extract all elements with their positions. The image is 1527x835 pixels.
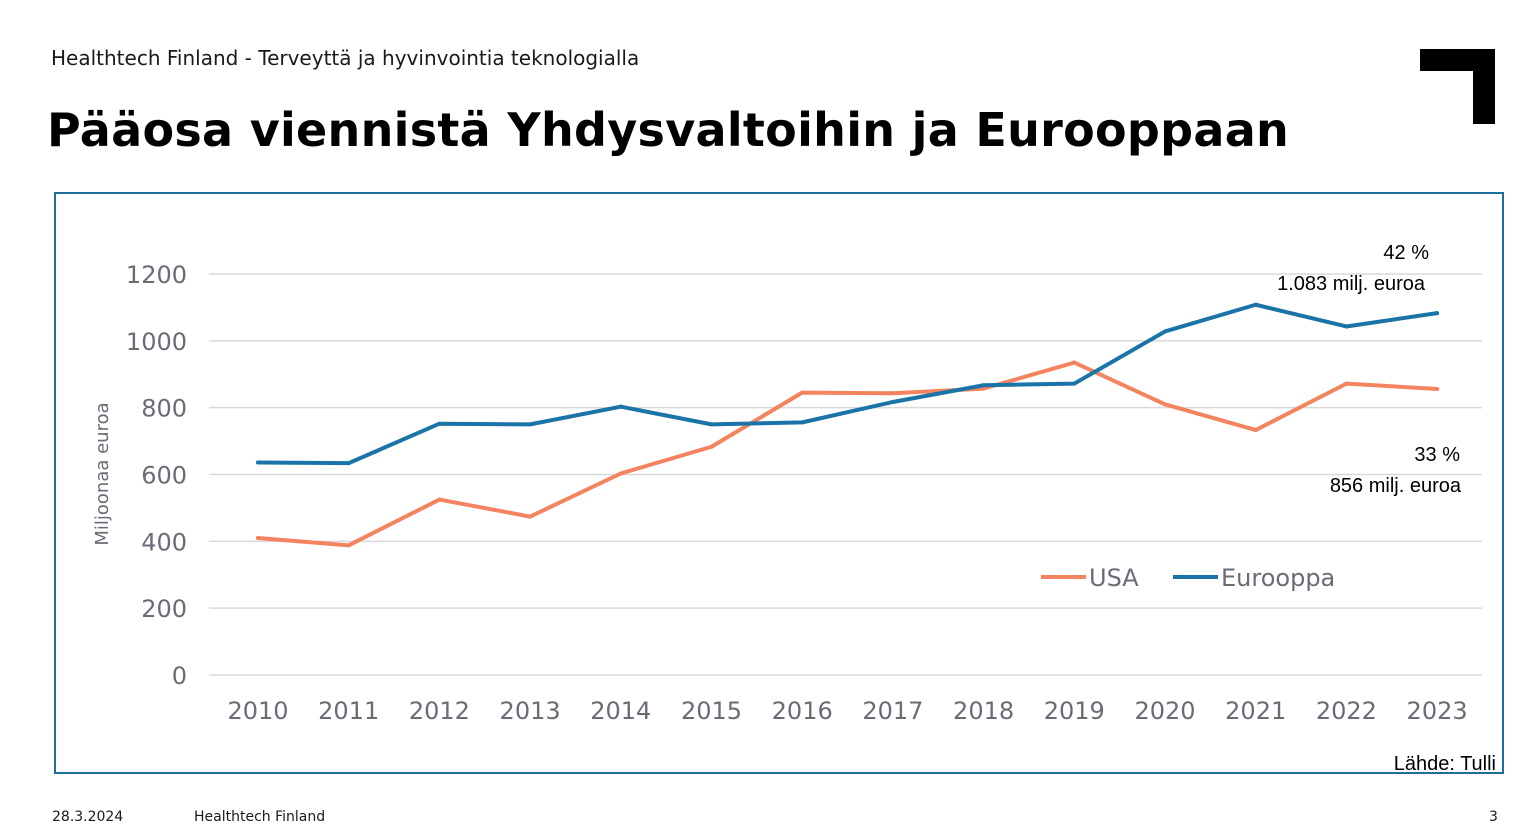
point-eurooppa-2012 — [437, 421, 442, 426]
point-eurooppa-2019 — [1072, 381, 1077, 386]
y-tick-600: 600 — [141, 462, 187, 490]
point-eurooppa-2022 — [1344, 324, 1349, 329]
point-eurooppa-2016 — [800, 420, 805, 425]
point-usa-2010 — [256, 535, 260, 540]
series-usa — [256, 360, 1440, 548]
point-eurooppa-2018 — [981, 383, 986, 388]
point-usa-2023 — [1435, 386, 1440, 391]
x-tick-2017: 2017 — [862, 697, 923, 725]
chart-frame: 0 200 400 600 800 1000 1200 2010 2011 2012 2013 20… — [54, 192, 1504, 775]
y-tick-1200: 1200 — [126, 261, 187, 289]
point-usa-2021 — [1253, 428, 1258, 433]
footer-organization: Healthtech Finland — [194, 809, 326, 825]
legend: USA Eurooppa — [1041, 564, 1335, 592]
x-tick-2022: 2022 — [1316, 697, 1377, 725]
point-eurooppa-2014 — [618, 404, 623, 409]
point-eurooppa-2021 — [1253, 302, 1258, 307]
x-tick-2016: 2016 — [772, 697, 833, 725]
annotation-eurooppa-value: 1.083 milj. euroa — [1277, 273, 1426, 295]
y-tick-800: 800 — [141, 395, 187, 423]
point-usa-2016 — [800, 390, 805, 395]
x-tick-2021: 2021 — [1225, 697, 1286, 725]
x-tick-labels: 2010 2011 2012 2013 2014 2015 2016 2017 2018 2019… — [227, 697, 1467, 725]
annotation-eurooppa-percent: 42 % — [1383, 242, 1429, 264]
series-lines — [256, 302, 1440, 548]
annotation-usa-percent: 33 % — [1414, 444, 1460, 466]
x-tick-2020: 2020 — [1134, 697, 1195, 725]
x-tick-2013: 2013 — [500, 697, 561, 725]
series-line-usa — [256, 360, 1440, 548]
point-eurooppa-2011 — [346, 461, 351, 466]
point-eurooppa-2023 — [1435, 311, 1440, 316]
y-tick-1000: 1000 — [126, 328, 187, 356]
point-usa-2015 — [709, 444, 714, 449]
point-usa-2022 — [1344, 381, 1349, 386]
x-tick-2023: 2023 — [1407, 697, 1468, 725]
y-tick-labels: 0 200 400 600 800 1000 1200 — [126, 261, 187, 690]
footer-page-number: 3 — [1489, 809, 1498, 825]
point-eurooppa-2010 — [256, 460, 260, 465]
x-tick-2012: 2012 — [409, 697, 470, 725]
series-line-eurooppa — [256, 302, 1440, 466]
y-tick-400: 400 — [141, 528, 187, 556]
series-eurooppa — [256, 302, 1440, 466]
corner-bracket-logo-icon — [1420, 49, 1495, 124]
x-tick-2015: 2015 — [681, 697, 742, 725]
x-tick-2014: 2014 — [590, 697, 651, 725]
point-usa-2011 — [346, 543, 351, 548]
x-tick-2011: 2011 — [318, 697, 379, 725]
point-usa-2017 — [890, 391, 895, 396]
annotation-usa-value: 856 milj. euroa — [1330, 475, 1462, 497]
chart-source: Lähde: Tulli — [1394, 753, 1496, 775]
point-usa-2013 — [528, 514, 533, 519]
legend-label-usa: USA — [1089, 564, 1139, 592]
point-usa-2012 — [437, 497, 442, 502]
y-axis-label: Miljoonaa euroa — [92, 402, 113, 545]
gridlines — [209, 273, 1482, 676]
y-tick-0: 0 — [172, 662, 187, 690]
slide-title: Pääosa viennistä Yhdysvaltoihin ja Euroo… — [47, 103, 1290, 157]
point-usa-2018 — [981, 386, 986, 391]
point-eurooppa-2013 — [528, 422, 533, 427]
x-tick-2019: 2019 — [1044, 697, 1105, 725]
slide-subtitle: Healthtech Finland - Terveyttä ja hyvinv… — [51, 46, 640, 70]
y-tick-200: 200 — [141, 595, 187, 623]
point-usa-2020 — [1163, 402, 1167, 407]
x-tick-2010: 2010 — [227, 697, 288, 725]
point-usa-2019 — [1072, 360, 1077, 365]
point-usa-2014 — [618, 471, 623, 476]
point-eurooppa-2017 — [890, 399, 895, 404]
footer-date: 28.3.2024 — [52, 809, 124, 825]
point-eurooppa-2015 — [709, 422, 714, 427]
x-tick-2018: 2018 — [953, 697, 1014, 725]
point-eurooppa-2020 — [1163, 329, 1167, 334]
legend-label-eurooppa: Eurooppa — [1221, 564, 1335, 592]
